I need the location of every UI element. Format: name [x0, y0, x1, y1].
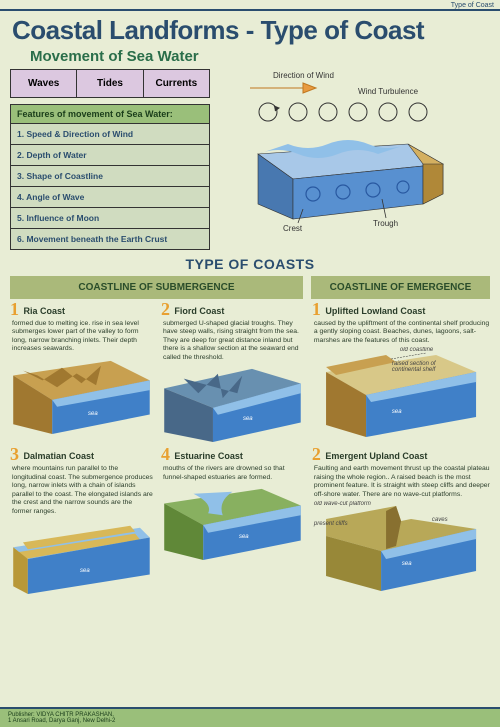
- water-block-3d: [248, 124, 448, 224]
- header-submergence: COASTLINE OF SUBMERGENCE: [10, 276, 303, 299]
- label-sea: sea: [239, 534, 249, 540]
- card-ria: 1 Ria Coast formed due to melting ice. r…: [10, 301, 153, 442]
- desc-estuarine: mouths of the rivers are drowned so that…: [161, 464, 304, 484]
- emergence-column: 1 Uplifted Lowland Coast caused by the u…: [312, 301, 490, 596]
- title-uplifted: Uplifted Lowland Coast: [325, 306, 425, 316]
- img-emergent-upland: old wave-cut platform present cliffs cav…: [312, 501, 490, 596]
- img-estuarine: sea: [161, 484, 304, 562]
- tab-waves: Waves: [11, 70, 77, 97]
- top-row: Waves Tides Currents Features of movemen…: [0, 69, 500, 250]
- card-emergent-upland: 2 Emergent Upland Coast Faulting and ear…: [312, 446, 490, 596]
- desc-fiord: submerged U-shaped glacial troughs. They…: [161, 319, 304, 364]
- movement-tabs: Waves Tides Currents: [10, 69, 210, 98]
- num-2: 2: [161, 301, 170, 317]
- label-sea: sea: [392, 409, 402, 415]
- feature-1: 1. Speed & Direction of Wind: [11, 123, 209, 144]
- tab-tides: Tides: [77, 70, 143, 97]
- wind-diagram: Direction of Wind Wind Turbulence: [218, 69, 490, 239]
- subtitle: Movement of Sea Water: [0, 48, 500, 69]
- label-old-coastline: old coastline: [400, 347, 433, 353]
- feature-6: 6. Movement beneath the Earth Crust: [11, 228, 209, 249]
- title-emergent-upland: Emergent Upland Coast: [325, 451, 427, 461]
- feature-3: 3. Shape of Coastline: [11, 165, 209, 186]
- tab-currents: Currents: [144, 70, 209, 97]
- num-3: 3: [10, 446, 19, 462]
- label-sea: sea: [243, 416, 253, 422]
- section-title: TYPE OF COASTS: [0, 250, 500, 276]
- card-dalmatian: 3 Dalmatian Coast where mountains run pa…: [10, 446, 153, 596]
- title-ria: Ria Coast: [23, 306, 65, 316]
- left-column: Waves Tides Currents Features of movemen…: [10, 69, 210, 250]
- img-uplifted: old coastline raised section of continen…: [312, 347, 490, 442]
- header-emergence: COASTLINE OF EMERGENCE: [311, 276, 490, 299]
- label-caves: caves: [432, 517, 448, 523]
- card-estuarine: 4 Estuarine Coast mouths of the rivers a…: [161, 446, 304, 596]
- feature-5: 5. Influence of Moon: [11, 207, 209, 228]
- desc-uplifted: caused by the upliftment of the continen…: [312, 319, 490, 347]
- img-dalmatian: sea: [10, 518, 153, 596]
- crest-pointer: [293, 209, 313, 224]
- desc-dalmatian: where mountains run parallel to the long…: [10, 464, 153, 518]
- page-title: Coastal Landforms - Type of Coast: [0, 11, 500, 48]
- footer: Publisher: VIDYA CHITR PRAKASHAN, 1 Ansa…: [0, 707, 500, 727]
- features-box: Features of movement of Sea Water: 1. Sp…: [10, 104, 210, 250]
- wind-arrow-icon: [248, 81, 318, 95]
- header-strip: Type of Coast: [0, 0, 500, 11]
- trough-pointer: [378, 199, 398, 219]
- title-dalmatian: Dalmatian Coast: [23, 451, 94, 461]
- features-header: Features of movement of Sea Water:: [11, 105, 209, 123]
- label-platform: old wave-cut platform: [314, 501, 371, 507]
- img-fiord: sea: [161, 364, 304, 442]
- coasts-grid: 1 Ria Coast formed due to melting ice. r…: [0, 299, 500, 596]
- turbulence-swirls: [248, 97, 448, 127]
- column-headers: COASTLINE OF SUBMERGENCE COASTLINE OF EM…: [0, 276, 500, 299]
- label-wind-direction: Direction of Wind: [273, 71, 334, 80]
- num-1: 1: [10, 301, 19, 317]
- label-cliffs: present cliffs: [314, 521, 348, 527]
- label-turbulence: Wind Turbulence: [358, 87, 418, 96]
- title-fiord: Fiord Coast: [174, 306, 224, 316]
- label-trough: Trough: [373, 219, 398, 228]
- num-4: 4: [161, 446, 170, 462]
- label-raised-shelf: raised section of continental shelf: [392, 361, 452, 373]
- label-sea: sea: [80, 568, 90, 574]
- footer-address: 1 Ansari Road, Darya Ganj, New Delhi-2: [8, 718, 115, 724]
- card-uplifted: 1 Uplifted Lowland Coast caused by the u…: [312, 301, 490, 442]
- img-ria: sea: [10, 356, 153, 434]
- desc-emergent-upland: Faulting and earth movement thrust up th…: [312, 464, 490, 501]
- feature-2: 2. Depth of Water: [11, 144, 209, 165]
- label-crest: Crest: [283, 224, 302, 233]
- num-e1: 1: [312, 301, 321, 317]
- submergence-column: 1 Ria Coast formed due to melting ice. r…: [10, 301, 304, 596]
- feature-4: 4. Angle of Wave: [11, 186, 209, 207]
- card-fiord: 2 Fiord Coast submerged U-shaped glacial…: [161, 301, 304, 442]
- label-sea: sea: [402, 561, 412, 567]
- title-estuarine: Estuarine Coast: [174, 451, 243, 461]
- num-e2: 2: [312, 446, 321, 462]
- label-sea: sea: [88, 411, 98, 417]
- desc-ria: formed due to melting ice. rise in sea l…: [10, 319, 153, 356]
